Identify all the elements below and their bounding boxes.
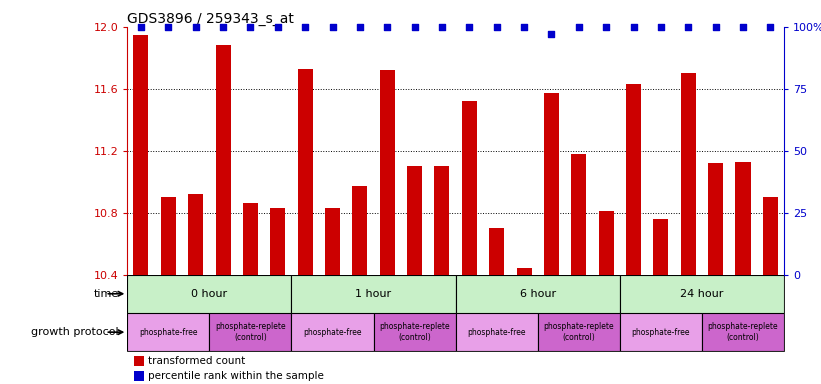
Point [271,24,284,30]
Text: phosphate-free: phosphate-free [139,328,198,337]
Text: phosphate-replete
(control): phosphate-replete (control) [544,323,614,342]
Text: phosphate-free: phosphate-free [631,328,690,337]
Bar [325,208,340,275]
Bar [133,35,149,275]
Text: 24 hour: 24 hour [681,289,723,299]
Bar [188,194,204,275]
Point [353,24,366,30]
Text: GDS3896 / 259343_s_at: GDS3896 / 259343_s_at [127,12,294,26]
Bar [626,84,641,275]
Text: transformed count: transformed count [149,356,245,366]
Bar [702,313,784,351]
Point [736,24,750,30]
Text: phosphate-replete
(control): phosphate-replete (control) [708,323,778,342]
Bar [209,313,291,351]
Text: 0 hour: 0 hour [191,289,227,299]
Text: phosphate-replete
(control): phosphate-replete (control) [379,323,450,342]
Bar [407,166,422,275]
Point [627,24,640,30]
Bar [461,101,477,275]
Bar [374,313,456,351]
Text: phosphate-free: phosphate-free [467,328,526,337]
Bar [456,275,620,313]
Bar [352,186,368,275]
Point [435,24,448,30]
Bar [380,70,395,275]
Bar [456,313,538,351]
Text: time: time [94,289,119,299]
Bar [736,162,750,275]
Point [244,24,257,30]
Bar [161,197,176,275]
Bar [516,268,532,275]
Bar [127,313,209,351]
Bar [620,313,702,351]
Bar [134,356,144,366]
Point [709,24,722,30]
Bar [134,371,144,381]
Text: 1 hour: 1 hour [355,289,392,299]
Point [545,31,558,37]
Point [326,24,339,30]
Bar [434,166,450,275]
Bar [270,208,286,275]
Bar [243,204,258,275]
Point [572,24,585,30]
Point [162,24,175,30]
Point [217,24,230,30]
Text: growth protocol: growth protocol [31,327,119,337]
Bar [127,275,291,313]
Point [490,24,503,30]
Bar [291,275,456,313]
Bar [620,275,784,313]
Bar [681,73,696,275]
Point [463,24,476,30]
Bar [571,154,586,275]
Bar [654,219,668,275]
Point [599,24,612,30]
Bar [763,197,778,275]
Point [408,24,421,30]
Text: phosphate-replete
(control): phosphate-replete (control) [215,323,286,342]
Point [764,24,777,30]
Bar [544,93,559,275]
Bar [709,163,723,275]
Bar [298,69,313,275]
Text: percentile rank within the sample: percentile rank within the sample [149,371,324,381]
Bar [291,313,374,351]
Point [681,24,695,30]
Text: phosphate-free: phosphate-free [303,328,362,337]
Bar [538,313,620,351]
Bar [599,211,614,275]
Point [381,24,394,30]
Point [517,24,530,30]
Point [299,24,312,30]
Point [654,24,667,30]
Bar [215,45,231,275]
Point [189,24,202,30]
Point [135,24,148,30]
Text: 6 hour: 6 hour [520,289,556,299]
Bar [489,228,504,275]
